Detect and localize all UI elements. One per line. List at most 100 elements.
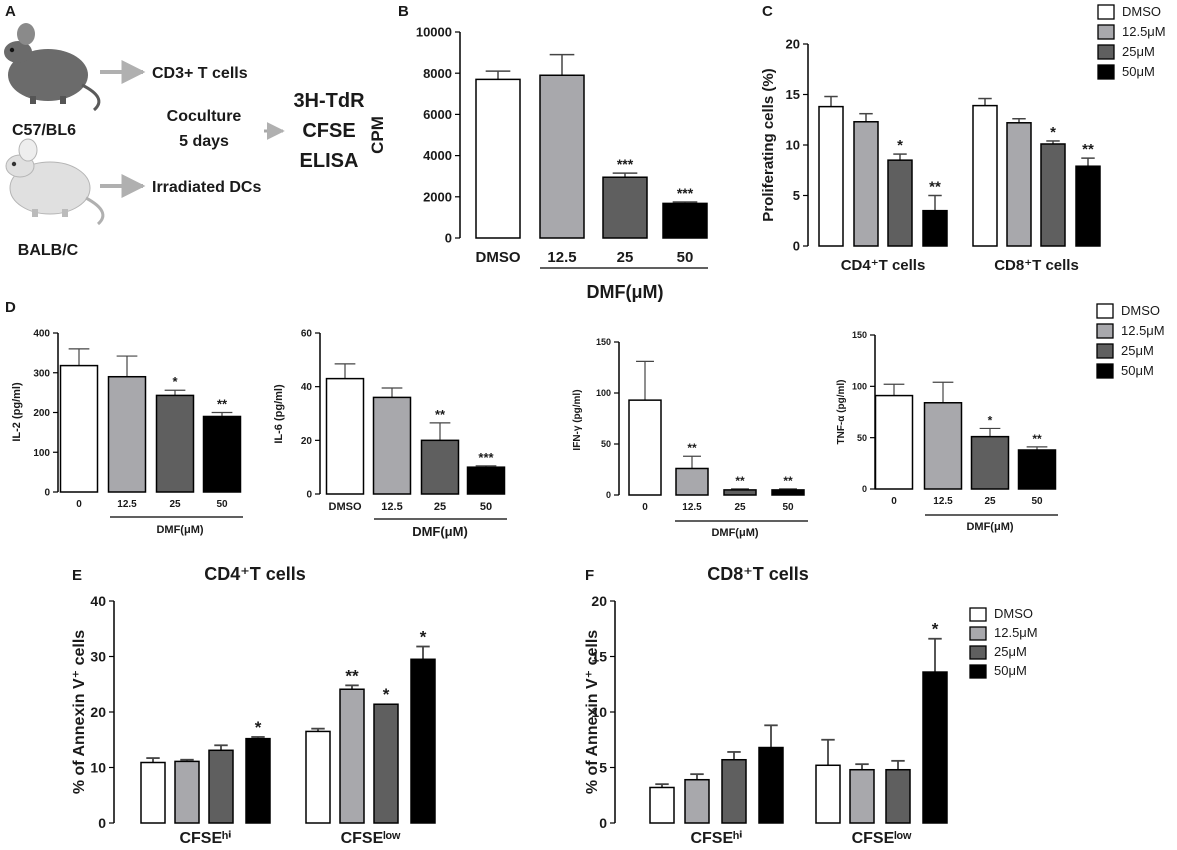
bar-C (1075, 165, 1101, 247)
significance-E: * (420, 628, 427, 647)
y-tick-label-B: 4000 (423, 148, 452, 163)
y-tick-label-B: 2000 (423, 189, 452, 204)
y-axis-label-C: Proliferating cells (%) (760, 68, 777, 221)
significance-C: ** (1082, 141, 1094, 158)
significance-C: * (897, 137, 903, 154)
y-tick-label-F: 20 (591, 593, 607, 609)
panel-letter-c: C (762, 3, 773, 20)
y-tick-label-D1: 100 (33, 448, 50, 459)
legend-label: 12.5μM (1122, 24, 1166, 39)
y-tick-label-D4: 0 (862, 484, 867, 494)
y-tick-label-D4: 150 (852, 330, 867, 340)
bar-F (684, 778, 710, 824)
category-label-D2: 50 (480, 501, 492, 513)
panel-letter-e: E (72, 567, 82, 584)
bar-D3 (628, 399, 662, 496)
chart-title-E: CD4⁺T cells (204, 564, 306, 584)
legend-swatch (969, 645, 987, 660)
mouse-dark-icon (4, 23, 101, 112)
mouse-strain-bottom: BALB/C (18, 242, 79, 259)
y-tick-label-C: 20 (786, 37, 800, 52)
y-tick-label-C: 5 (793, 188, 800, 203)
significance-C: ** (929, 179, 941, 196)
category-label-D3: 50 (782, 502, 794, 513)
significance-D1: ** (217, 397, 228, 412)
panel-letter-d: D (5, 299, 16, 316)
legend-swatch (1097, 4, 1115, 20)
significance-D2: *** (478, 450, 494, 465)
y-tick-label-E: 0 (98, 815, 106, 831)
significance-D3: ** (687, 441, 697, 455)
group-label-E: CFSEʰⁱ (179, 830, 231, 847)
y-axis-label-B: CPM (368, 116, 387, 154)
legend-label: 12.5μM (994, 625, 1038, 640)
y-axis-label-D1: IL-2 (pg/ml) (11, 382, 23, 442)
category-label-B: 12.5 (547, 249, 576, 266)
coculture-line1: Coculture (167, 108, 242, 125)
category-label-D1: 25 (169, 499, 181, 510)
significance-B: *** (677, 185, 694, 201)
group-label-F: CFSEʰⁱ (690, 830, 742, 847)
legend-label: DMSO (1122, 4, 1161, 19)
significance-B: *** (617, 156, 634, 172)
y-tick-label-D1: 300 (33, 368, 50, 379)
y-axis-label-E: % of Annexin V⁺ cells (71, 630, 88, 794)
bar-F (815, 764, 841, 824)
bar-C (922, 209, 948, 247)
panel-letter-f: F (585, 567, 594, 584)
bar-B (662, 202, 708, 239)
bar-D1 (107, 375, 147, 493)
bar-E (174, 760, 200, 824)
bar-F (885, 768, 911, 824)
schematic: C57/BL6 BALB/C CD3+ T cells Irradiated D… (4, 23, 365, 259)
category-label-D3: 25 (734, 502, 746, 513)
bar-D2 (420, 439, 460, 495)
y-tick-label-C: 15 (786, 87, 800, 102)
bar-E (339, 688, 365, 824)
bar-C (972, 104, 998, 247)
bar-D4 (874, 394, 914, 490)
bar-E (245, 737, 271, 824)
chart-title-F: CD8⁺T cells (707, 564, 809, 584)
panel-letter-b: B (398, 3, 409, 20)
legend-swatch (1097, 24, 1115, 40)
x-axis-label-B: DMF(μM) (587, 282, 664, 302)
group-label-C: CD8⁺T cells (994, 257, 1079, 274)
y-tick-label-B: 6000 (423, 107, 452, 122)
y-tick-label-D4: 50 (857, 433, 867, 443)
bar-E (140, 761, 166, 824)
bar-D4 (1017, 449, 1057, 490)
category-label-D1: 50 (216, 499, 228, 510)
legend-label: 25μM (1121, 343, 1154, 358)
category-label-D4: 50 (1031, 496, 1043, 507)
significance-D2: ** (435, 407, 446, 422)
y-tick-label-D3: 50 (601, 439, 611, 449)
bar-D3 (771, 489, 805, 496)
category-label-D3: 12.5 (682, 502, 702, 513)
category-label-D2: 12.5 (381, 501, 402, 513)
legend-label: DMSO (1121, 303, 1160, 318)
category-label-D4: 25 (984, 496, 996, 507)
legend-label: DMSO (994, 606, 1033, 621)
bar-D2 (325, 377, 365, 495)
y-tick-label-F: 0 (599, 815, 607, 831)
y-tick-label-D1: 0 (44, 488, 50, 499)
y-tick-label-D2: 20 (301, 436, 313, 447)
mouse-light-icon (5, 138, 105, 226)
y-tick-label-B: 10000 (416, 25, 452, 40)
bar-D3 (723, 489, 757, 496)
category-label-D4: 12.5 (933, 496, 953, 507)
significance-C: * (1050, 124, 1056, 141)
x-axis-label-D2: DMF(μM) (412, 524, 468, 539)
y-tick-label-D1: 400 (33, 329, 50, 340)
group-label-E: CFSEˡᵒʷ (341, 830, 401, 847)
bar-E (208, 749, 234, 824)
bar-B (475, 78, 521, 239)
legend-swatch (1096, 323, 1114, 339)
y-tick-label-F: 10 (591, 704, 607, 720)
legend-swatch (969, 626, 987, 641)
y-tick-label-E: 10 (90, 759, 106, 775)
legend-swatch (1096, 363, 1114, 379)
y-tick-label-D4: 100 (852, 381, 867, 391)
bar-D2 (372, 396, 412, 495)
